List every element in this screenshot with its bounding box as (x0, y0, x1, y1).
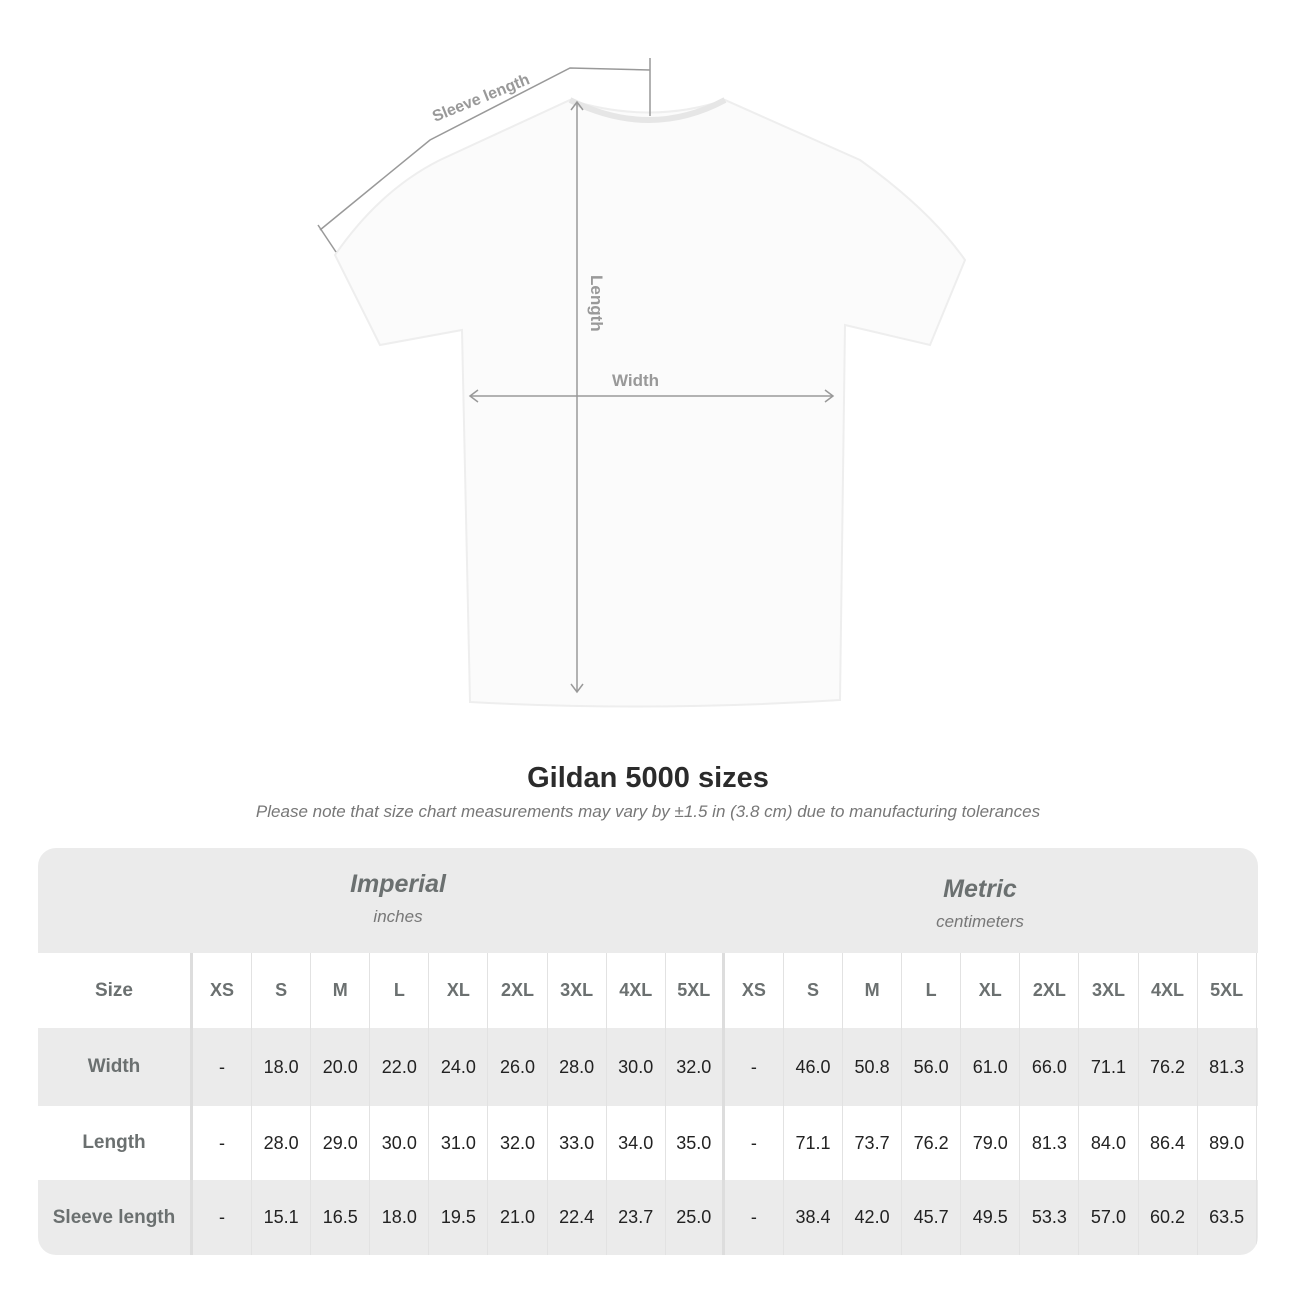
imperial-value-cell: 28.0 (252, 1106, 312, 1180)
imperial-value-cell: 20.0 (311, 1028, 371, 1106)
imperial-value-cell: 22.4 (548, 1180, 607, 1255)
imperial-value-cell: 21.0 (488, 1180, 548, 1255)
metric-unit: centimeters (936, 912, 1024, 931)
imperial-size-header: M (311, 953, 371, 1028)
metric-value-cell: 71.1 (1079, 1028, 1139, 1106)
metric-value-cell: - (725, 1180, 784, 1255)
metric-size-header: M (843, 953, 903, 1028)
table-row: Width -18.0 20.0 22.0 24.0 26.0 28.0 30.0 32.0-4… (38, 1028, 1258, 1106)
imperial-size-header: L (370, 953, 430, 1028)
metric-size-header: XS (725, 953, 784, 1028)
metric-size-header: 5XL (1198, 953, 1257, 1028)
metric-value-cell: 49.5 (961, 1180, 1021, 1255)
metric-value-cell: 63.5 (1198, 1180, 1257, 1255)
metric-title: Metric (943, 875, 1017, 903)
metric-size-header: XL (961, 953, 1021, 1028)
metric-value-cell: 81.3 (1198, 1028, 1257, 1106)
imperial-title: Imperial (350, 870, 446, 898)
imperial-value-cell: 34.0 (607, 1106, 666, 1180)
metric-value-cell: 84.0 (1079, 1106, 1139, 1180)
imperial-value-cell: 18.0 (252, 1028, 312, 1106)
tolerance-note: Please note that size chart measurements… (255, 802, 1041, 821)
width-label: Width (612, 371, 659, 390)
metric-value-cell: 61.0 (961, 1028, 1021, 1106)
metric-value-cell: 50.8 (843, 1028, 903, 1106)
imperial-value-cell: 18.0 (370, 1180, 430, 1255)
imperial-size-header: 5XL (666, 953, 725, 1028)
imperial-value-cell: 24.0 (429, 1028, 489, 1106)
imperial-size-header: XS (193, 953, 253, 1028)
imperial-value-cell: 32.0 (488, 1106, 548, 1180)
imperial-value-cell: - (193, 1180, 253, 1255)
metric-value-cell: 76.2 (902, 1106, 962, 1180)
table-row: Length -28.0 29.0 30.0 31.0 32.0 33.0 34.0 35.0-… (38, 1106, 1258, 1180)
row-label: Sleeve length (38, 1180, 193, 1255)
row-label: Width (38, 1028, 193, 1106)
metric-value-cell: 76.2 (1139, 1028, 1198, 1106)
metric-value-cell: 46.0 (784, 1028, 844, 1106)
imperial-value-cell: - (193, 1028, 253, 1106)
imperial-value-cell: 26.0 (488, 1028, 548, 1106)
metric-value-cell: - (725, 1106, 784, 1180)
metric-size-header: L (902, 953, 962, 1028)
imperial-value-cell: 30.0 (607, 1028, 666, 1106)
imperial-value-cell: 16.5 (311, 1180, 371, 1255)
metric-value-cell: 42.0 (843, 1180, 903, 1255)
row-label: Size (38, 953, 193, 1028)
sleeve-measure-line (317, 58, 651, 253)
imperial-value-cell: 31.0 (429, 1106, 489, 1180)
width-measure-line (468, 389, 835, 403)
metric-value-cell: - (725, 1028, 784, 1106)
length-label: Length (587, 275, 606, 332)
imperial-value-cell: 28.0 (548, 1028, 607, 1106)
metric-value-cell: 81.3 (1020, 1106, 1080, 1180)
imperial-value-cell: 23.7 (607, 1180, 666, 1255)
size-header-row: Size XS S M L XL 2XL 3XL 4XL 5XL XS S M L XL 2XL 3XL 4XL 5… (38, 953, 1258, 1028)
imperial-value-cell: 33.0 (548, 1106, 607, 1180)
page-title: Gildan 5000 sizes (527, 762, 769, 794)
imperial-value-cell: 25.0 (666, 1180, 725, 1255)
imperial-value-cell: 30.0 (370, 1106, 430, 1180)
imperial-value-cell: 22.0 (370, 1028, 430, 1106)
imperial-size-header: 4XL (607, 953, 666, 1028)
metric-value-cell: 56.0 (902, 1028, 962, 1106)
imperial-value-cell: - (193, 1106, 253, 1180)
imperial-size-header: S (252, 953, 312, 1028)
imperial-value-cell: 29.0 (311, 1106, 371, 1180)
metric-size-header: 4XL (1139, 953, 1198, 1028)
tshirt-diagram: Sleeve length Length Width (317, 58, 967, 708)
table-header-band: Imperial inches Metric centimeters (38, 848, 1258, 953)
metric-value-cell: 66.0 (1020, 1028, 1080, 1106)
sleeve-length-label: Sleeve length (430, 71, 532, 125)
imperial-size-header: 3XL (548, 953, 607, 1028)
metric-value-cell: 73.7 (843, 1106, 903, 1180)
row-label: Length (38, 1106, 193, 1180)
metric-value-cell: 38.4 (784, 1180, 844, 1255)
metric-value-cell: 57.0 (1079, 1180, 1139, 1255)
metric-value-cell: 53.3 (1020, 1180, 1080, 1255)
imperial-size-header: XL (429, 953, 489, 1028)
metric-value-cell: 89.0 (1198, 1106, 1257, 1180)
size-table: Imperial inches Metric centimeters Size X… (38, 848, 1258, 1255)
imperial-value-cell: 32.0 (666, 1028, 725, 1106)
metric-value-cell: 79.0 (961, 1106, 1021, 1180)
imperial-unit: inches (373, 907, 423, 926)
metric-value-cell: 71.1 (784, 1106, 844, 1180)
metric-size-header: 3XL (1079, 953, 1139, 1028)
metric-size-header: 2XL (1020, 953, 1080, 1028)
table-row: Sleeve length -15.1 16.5 18.0 19.5 21.0 22.4 23… (38, 1180, 1258, 1255)
metric-value-cell: 45.7 (902, 1180, 962, 1255)
metric-value-cell: 60.2 (1139, 1180, 1198, 1255)
imperial-value-cell: 19.5 (429, 1180, 489, 1255)
imperial-size-header: 2XL (488, 953, 548, 1028)
imperial-value-cell: 15.1 (252, 1180, 312, 1255)
metric-header: Metric centimeters (710, 875, 1250, 932)
metric-size-header: S (784, 953, 844, 1028)
tshirt-illustration (333, 98, 967, 708)
metric-value-cell: 86.4 (1139, 1106, 1198, 1180)
imperial-value-cell: 35.0 (666, 1106, 725, 1180)
imperial-header: Imperial inches (128, 870, 668, 927)
length-measure-line (570, 100, 584, 694)
